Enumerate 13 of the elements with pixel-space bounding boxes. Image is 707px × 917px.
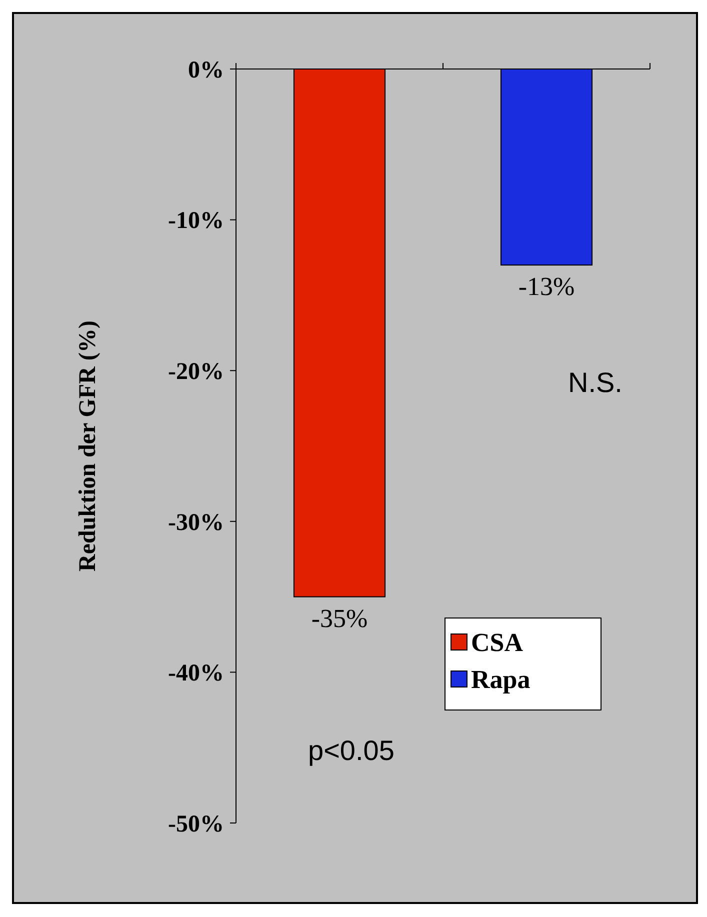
- y-axis-title: Reduktion der GFR (%): [75, 320, 101, 572]
- annotation: N.S.: [568, 367, 622, 398]
- annotation: p<0.05: [308, 735, 394, 766]
- y-tick-label: -50%: [168, 811, 224, 838]
- y-tick-label: -40%: [168, 660, 224, 687]
- data-label: -13%: [518, 272, 575, 302]
- y-tick-label: 0%: [188, 57, 224, 84]
- y-tick-label: -10%: [168, 208, 224, 234]
- legend-label: Rapa: [471, 665, 530, 694]
- y-tick-label: -20%: [168, 359, 224, 385]
- y-tick-label: -30%: [168, 510, 224, 536]
- legend-label: CSA: [471, 628, 524, 657]
- data-label: -35%: [311, 604, 368, 633]
